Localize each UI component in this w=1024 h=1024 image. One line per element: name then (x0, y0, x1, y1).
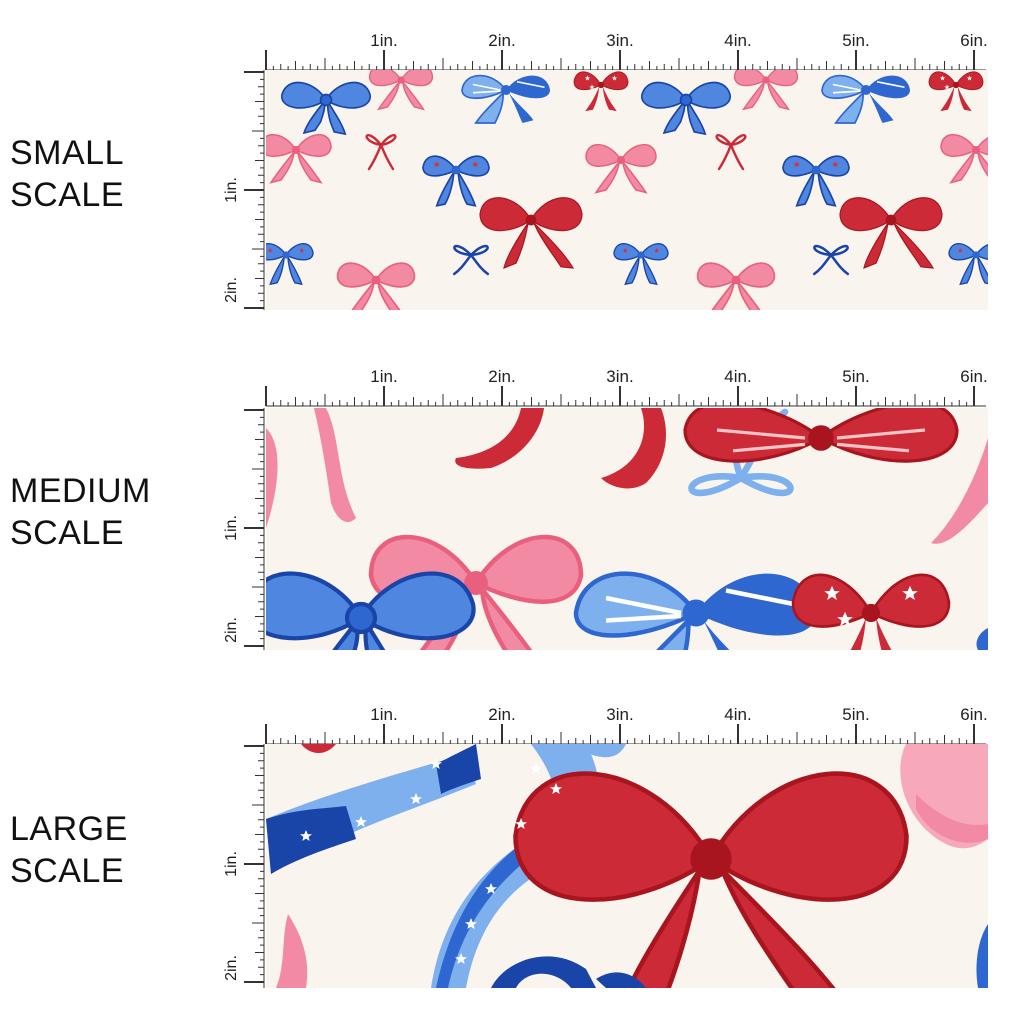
vertical-ruler: 1in. 2in. (223, 70, 265, 310)
ribbon-icon (491, 956, 596, 988)
vertical-ruler: 1in. 2in. (223, 744, 265, 988)
ruler-label: 2in. (223, 955, 240, 981)
ruler-label: 1in. (223, 851, 240, 877)
ruler-label: 2in. (223, 277, 240, 303)
horizontal-ruler: 1in. 2in. 3in. 4in. 5in. 6in. (265, 31, 988, 71)
ribbon-icon (976, 628, 988, 650)
bow-pattern-small (266, 70, 988, 310)
panel-large-scale: LARGE SCALE 1in. 2in. 3in. 4in. 5in. 6in. 1in… (0, 680, 1024, 1000)
ruler-label: 1in. (223, 177, 240, 203)
fabric-swatch-medium (266, 408, 988, 650)
ruler-label: 3in. (606, 31, 633, 50)
horizontal-ruler: 1in. 2in. 3in. 4in. 5in. 6in. (265, 367, 988, 407)
panel-small-scale: SMALL SCALE 1in. 2in. 3in. 4in. 5in. 6in. 1in… (0, 0, 1024, 320)
panel-medium-scale: MEDIUM SCALE 1in. 2in. 3in. 4in. 5in. 6in. 1i… (0, 340, 1024, 660)
scale-label-large: LARGE SCALE (10, 808, 128, 892)
ruler-label: 3in. (606, 367, 633, 386)
ruler-label: 4in. (724, 705, 751, 724)
vertical-ruler: 1in. 2in. (223, 408, 265, 650)
ruler-label: 1in. (370, 705, 397, 724)
ruler-label: 6in. (960, 31, 987, 50)
ruler-label: 6in. (960, 367, 987, 386)
scale-label-line2: SCALE (10, 852, 124, 890)
ruler-label: 1in. (370, 31, 397, 50)
ruler-label: 4in. (724, 31, 751, 50)
scale-label-line1: MEDIUM (10, 472, 151, 510)
ruler-label: 5in. (842, 31, 869, 50)
ruler-label: 5in. (842, 367, 869, 386)
ribbon-icon (455, 408, 544, 469)
ruler-label: 1in. (223, 515, 240, 541)
fabric-swatch-large (266, 744, 988, 988)
bow-pattern-large (266, 744, 988, 988)
horizontal-ruler: 1in. 2in. 3in. 4in. 5in. 6in. (265, 705, 988, 745)
ruler-label: 2in. (488, 31, 515, 50)
scale-label-medium: MEDIUM SCALE (10, 470, 151, 554)
ribbon-icon (566, 744, 626, 758)
ruler-label: 1in. (370, 367, 397, 386)
ruler-label: 4in. (724, 367, 751, 386)
bow-pattern-medium (266, 408, 988, 650)
ruler-label: 3in. (606, 705, 633, 724)
scale-label-line1: LARGE (10, 810, 128, 848)
ribbon-icon (931, 438, 988, 544)
scale-label-small: SMALL SCALE (10, 132, 124, 216)
ribbon-icon (900, 744, 988, 849)
ruler-label: 6in. (960, 705, 987, 724)
ribbon-icon (276, 914, 308, 988)
ribbon-icon (266, 428, 278, 528)
ruler-label: 2in. (488, 705, 515, 724)
scale-label-line2: SCALE (10, 176, 124, 214)
ribbon-icon (601, 408, 666, 489)
scale-label-line2: SCALE (10, 514, 124, 552)
ruler-label: 2in. (488, 367, 515, 386)
ruler-label: 2in. (223, 617, 240, 643)
ruler-label: 5in. (842, 705, 869, 724)
fabric-swatch-small (266, 70, 988, 310)
ribbon-icon (314, 408, 356, 523)
scale-label-line1: SMALL (10, 134, 124, 172)
